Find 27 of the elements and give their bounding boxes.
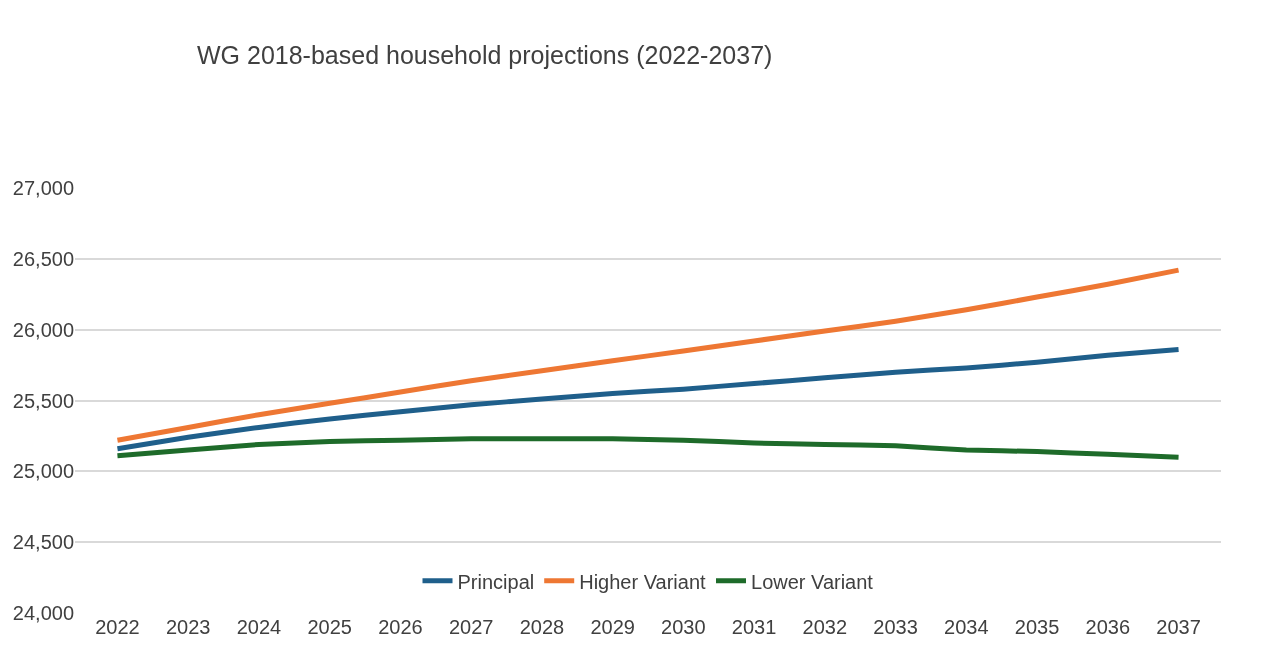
x-tick-label: 2026: [378, 616, 423, 638]
y-tick-label: 24,500: [12, 531, 74, 554]
x-tick-label: 2030: [661, 616, 706, 638]
chart-title: WG 2018-based household projections (2022-2037): [197, 40, 773, 69]
y-tick-label: 24,000: [12, 602, 74, 624]
legend-label: Principal: [457, 570, 535, 593]
x-tick-label: 2029: [590, 616, 635, 638]
y-tick-label: 26,500: [12, 247, 74, 270]
x-tick-label: 2022: [95, 616, 140, 638]
x-tick-label: 2023: [165, 616, 211, 638]
y-tick-label: 25,500: [12, 389, 74, 412]
x-tick-label: 2027: [448, 616, 494, 638]
x-tick-label: 2028: [519, 616, 565, 638]
x-tick-label: 2034: [944, 616, 989, 638]
x-tick-label: 2037: [1156, 616, 1201, 638]
x-tick-label: 2025: [307, 616, 352, 638]
y-tick-label: 27,000: [12, 177, 74, 199]
x-tick-label: 2035: [1014, 616, 1060, 638]
legend-label: Lower Variant: [751, 570, 874, 593]
x-tick-label: 2031: [731, 616, 777, 638]
x-tick-label: 2024: [236, 616, 282, 638]
x-tick-label: 2036: [1085, 616, 1131, 638]
x-tick-label: 2033: [873, 616, 918, 638]
x-tick-label: 2032: [802, 616, 848, 638]
y-tick-label: 25,000: [12, 460, 74, 483]
y-tick-label: 26,000: [12, 318, 74, 341]
legend-label: Higher Variant: [579, 570, 706, 593]
